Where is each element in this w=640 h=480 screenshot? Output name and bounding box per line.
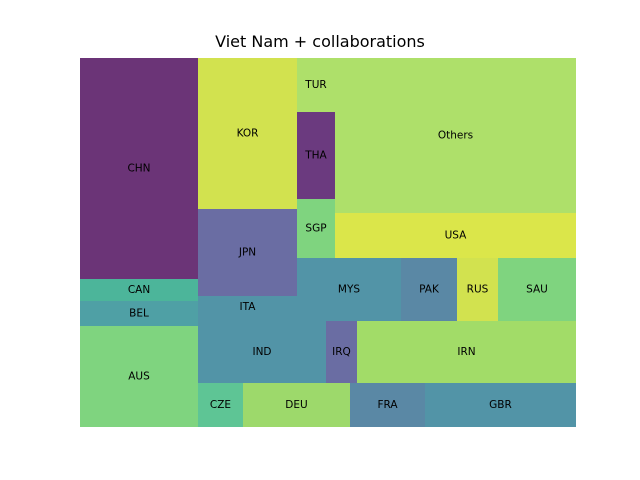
tile-label-pak: PAK [419,284,440,296]
tile-label-deu: DEU [285,399,307,411]
tile-irq [326,321,357,383]
tile-rus [457,258,498,321]
tile-cze [198,383,243,427]
tile-jpn [198,209,297,296]
tile-chn [80,58,198,279]
tile-pak [401,258,457,321]
tile-label-irn: IRN [457,346,475,358]
tile-label-fra: FRA [377,399,398,411]
chart-title: Viet Nam + collaborations [215,32,425,51]
tile-fra [350,383,425,427]
tile-label-chn: CHN [127,163,150,175]
tile-tur [297,58,335,112]
tile-others [335,58,576,213]
tile-label-aus: AUS [128,371,150,383]
tile-label-rus: RUS [467,284,489,296]
tile-label-can: CAN [128,284,150,296]
tile-label-cze: CZE [210,399,231,411]
tile-bel [80,301,198,326]
tile-label-irq: IRQ [332,346,351,358]
tile-usa [335,213,576,258]
tile-sau [498,258,576,321]
tile-gbr [425,383,576,427]
tile-label-jpn: JPN [238,247,256,259]
tile-label-usa: USA [445,230,468,242]
tile-aus [80,326,198,427]
tile-label-mys: MYS [338,284,360,296]
tile-sgp [297,199,335,258]
tile-label-tur: TUR [304,79,326,91]
tile-label-ind: IND [252,346,271,358]
tile-tha [297,112,335,199]
tile-ita [198,296,297,321]
tile-can [80,279,198,301]
tile-label-ita: ITA [240,301,257,313]
tile-mys [297,258,401,321]
tile-kor [198,58,297,209]
tile-deu [243,383,350,427]
tile-label-gbr: GBR [489,399,512,411]
tile-label-bel: BEL [129,308,149,320]
tile-label-kor: KOR [237,128,259,140]
tile-label-others: Others [438,130,473,142]
tile-irn [357,321,576,383]
tile-label-sau: SAU [526,284,548,296]
tile-ind [198,321,326,383]
tile-label-tha: THA [304,150,327,162]
tile-label-sgp: SGP [305,223,326,235]
